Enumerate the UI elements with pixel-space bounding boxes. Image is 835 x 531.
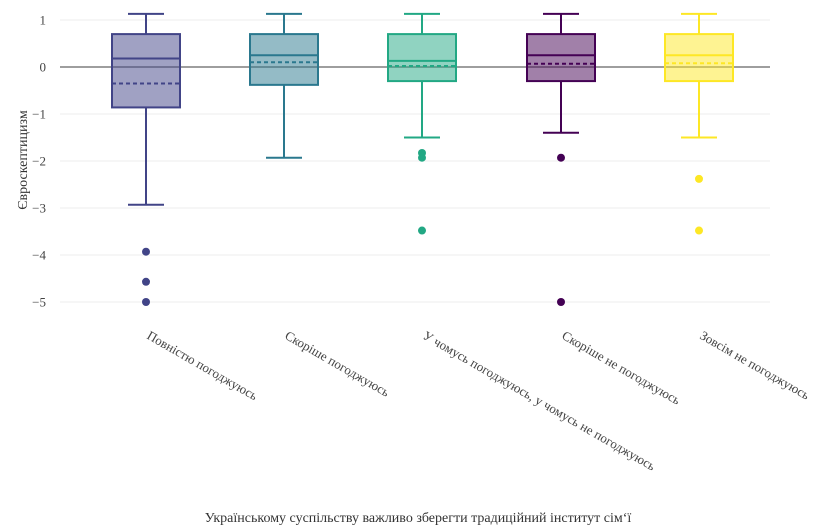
y-tick-label: 0 [40,60,47,75]
iqr-box [111,33,181,109]
box-5 [664,12,734,235]
x-category-label: Повністю погоджуюсь [145,328,261,404]
y-tick-label: 1 [40,13,47,28]
x-category-label: Скоріше погоджуюсь [283,328,393,400]
outlier-point [142,277,150,286]
outlier-point [695,226,703,235]
outlier-point [142,247,150,256]
outlier-point [142,298,150,306]
y-tick-label: −5 [32,295,46,310]
box-2 [249,12,319,159]
x-axis-title: Українському суспільству важливо зберегт… [205,511,632,526]
box-4 [526,12,596,306]
outlier-point [418,153,426,162]
y-axis-title: Євроскептицизм [16,110,31,210]
y-tick-label: −3 [32,201,46,216]
box-3 [387,12,457,235]
iqr-box [387,33,457,83]
x-category-label: Зовсім не погоджуюсь [698,328,813,403]
y-axis-ticks: 1 0 −1 −2 −3 −4 −5 [32,13,46,310]
x-category-label: Скоріше не погоджуюсь [560,328,684,408]
x-category-label: У чомусь погоджуюсь, у чомусь не погоджу… [421,328,659,474]
box-1 [111,12,181,306]
y-tick-label: −1 [32,107,46,122]
outlier-point [557,298,565,306]
iqr-box [526,33,596,83]
boxes [111,12,734,306]
y-tick-label: −2 [32,154,46,169]
outlier-point [418,226,426,235]
outlier-point [695,174,703,183]
iqr-box [664,33,734,83]
x-axis-category-labels: Повністю погоджуюсь Скоріше погоджуюсь У ч… [145,328,813,474]
iqr-box [249,33,319,86]
y-tick-label: −4 [32,248,46,263]
outlier-point [557,153,565,162]
